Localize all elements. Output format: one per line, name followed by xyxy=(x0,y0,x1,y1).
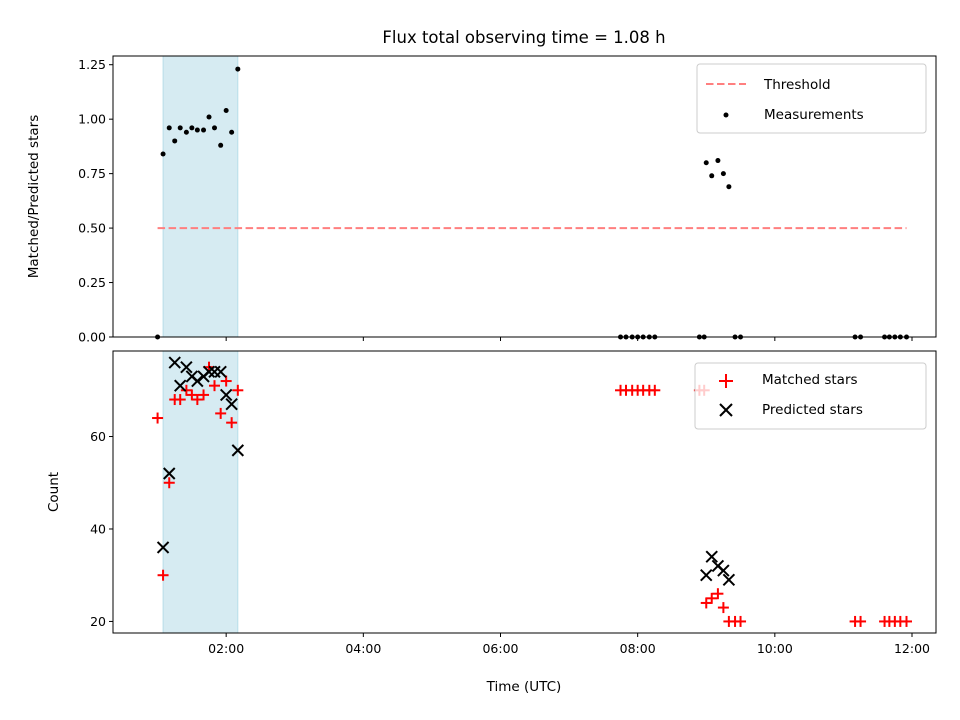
matched-star-point xyxy=(735,615,747,627)
legend-predicted-swatch xyxy=(719,403,733,417)
matched-star-point xyxy=(215,407,227,419)
matched-star-point xyxy=(901,615,913,627)
matched-star-point xyxy=(209,380,221,392)
x-axis-ticks xyxy=(225,337,913,341)
legend: Matched stars Predicted stars xyxy=(694,362,927,430)
predicted-star-point xyxy=(180,360,193,374)
measurement-point xyxy=(715,158,721,164)
measurement-point xyxy=(166,125,172,131)
chart-title: Flux total observing time = 1.08 h xyxy=(382,28,665,47)
y-tick-label: 0.50 xyxy=(78,221,106,236)
shaded-span xyxy=(162,55,239,338)
y-tick-label: 0.75 xyxy=(78,166,106,181)
measurement-point xyxy=(709,173,715,179)
measurement-point xyxy=(194,127,200,133)
matched-star-point xyxy=(174,394,186,406)
predicted-star-point xyxy=(225,397,238,411)
predicted-star-point xyxy=(174,379,187,392)
matched-star-point xyxy=(163,477,175,489)
y-tick-label: 40 xyxy=(90,521,106,536)
predicted-star-point xyxy=(231,444,245,457)
measurement-point xyxy=(223,107,229,113)
predicted-star-point xyxy=(717,564,730,577)
top-panel-ratio: 0.00 0.25 0.50 0.75 1.00 1.25 Matched/Predict… xyxy=(26,55,937,345)
y-axis-ticks: 20 40 60 xyxy=(90,429,113,629)
predicted-star-point xyxy=(202,365,216,379)
predicted-star-point xyxy=(700,569,713,582)
measurement-point xyxy=(172,138,178,144)
axes-frame xyxy=(112,55,937,338)
predicted-star-point xyxy=(191,374,204,388)
measurement-point xyxy=(229,129,235,135)
x-axis-label: Time (UTC) xyxy=(486,679,562,695)
matched-star-point xyxy=(712,588,724,600)
matched-star-point xyxy=(198,389,210,401)
legend-measurements-swatch xyxy=(723,112,729,118)
predicted-star-point xyxy=(219,388,233,402)
measurement-point xyxy=(235,66,241,72)
predicted-star-point xyxy=(168,356,181,369)
y-tick-label: 0.25 xyxy=(78,275,106,290)
predicted-star-point xyxy=(163,467,176,480)
predicted-star-point xyxy=(214,365,227,379)
y-tick-label: 1.00 xyxy=(78,112,106,127)
x-tick-label: 02:00 xyxy=(208,641,244,656)
legend-predicted-label: Predicted stars xyxy=(762,402,863,418)
legend-matched-swatch xyxy=(719,374,733,388)
y-tick-label: 60 xyxy=(90,429,106,444)
measurement-point xyxy=(160,151,166,157)
matched-star-point xyxy=(232,384,244,396)
predicted-star-point xyxy=(705,550,718,563)
measurement-point xyxy=(703,160,709,166)
y-axis-label: Count xyxy=(46,472,62,512)
measurement-point xyxy=(218,142,224,148)
matched-star-point xyxy=(226,417,238,429)
y-axis-label: Matched/Predicted stars xyxy=(26,115,42,278)
matched-star-point xyxy=(649,384,661,396)
matched-star-point xyxy=(220,375,232,387)
y-tick-label: 1.25 xyxy=(78,57,106,72)
matched-star-point xyxy=(717,602,729,614)
legend-matched-label: Matched stars xyxy=(762,372,858,388)
y-axis-ticks: 0.00 0.25 0.50 0.75 1.00 1.25 xyxy=(78,57,113,345)
star-count-series xyxy=(152,356,913,627)
predicted-star-point xyxy=(156,541,170,554)
matched-star-point xyxy=(191,394,203,406)
measurement-point xyxy=(726,184,732,190)
measurement-point xyxy=(206,114,212,120)
measurement-point xyxy=(177,125,183,131)
x-axis-ticks: 02:00 04:00 06:00 08:00 10:00 12:00 xyxy=(208,633,930,656)
predicted-star-point xyxy=(722,573,736,587)
x-tick-label: 08:00 xyxy=(620,641,656,656)
matched-star-point xyxy=(157,569,169,581)
x-tick-label: 12:00 xyxy=(894,641,930,656)
legend-measurements-label: Measurements xyxy=(764,107,864,123)
legend-threshold-label: Threshold xyxy=(763,77,831,93)
x-tick-label: 04:00 xyxy=(345,641,381,656)
measurement-point xyxy=(212,125,218,131)
measurement-point xyxy=(201,127,207,133)
x-tick-label: 06:00 xyxy=(482,641,518,656)
matched-star-point xyxy=(706,592,718,604)
measurement-point xyxy=(183,129,189,135)
matched-star-point xyxy=(152,412,164,424)
measurement-point xyxy=(189,125,195,131)
matched-star-point xyxy=(855,615,867,627)
y-tick-label: 0.00 xyxy=(78,330,106,345)
measurement-point xyxy=(720,171,726,177)
bottom-panel-count: 20 40 60 02:00 04:00 06:00 08:00 10:00 12:00 Co… xyxy=(46,350,937,695)
measurements-series xyxy=(155,66,910,340)
legend: Threshold Measurements xyxy=(696,63,927,134)
y-tick-label: 20 xyxy=(90,614,106,629)
axes-frame xyxy=(112,350,937,634)
x-tick-label: 10:00 xyxy=(757,641,793,656)
